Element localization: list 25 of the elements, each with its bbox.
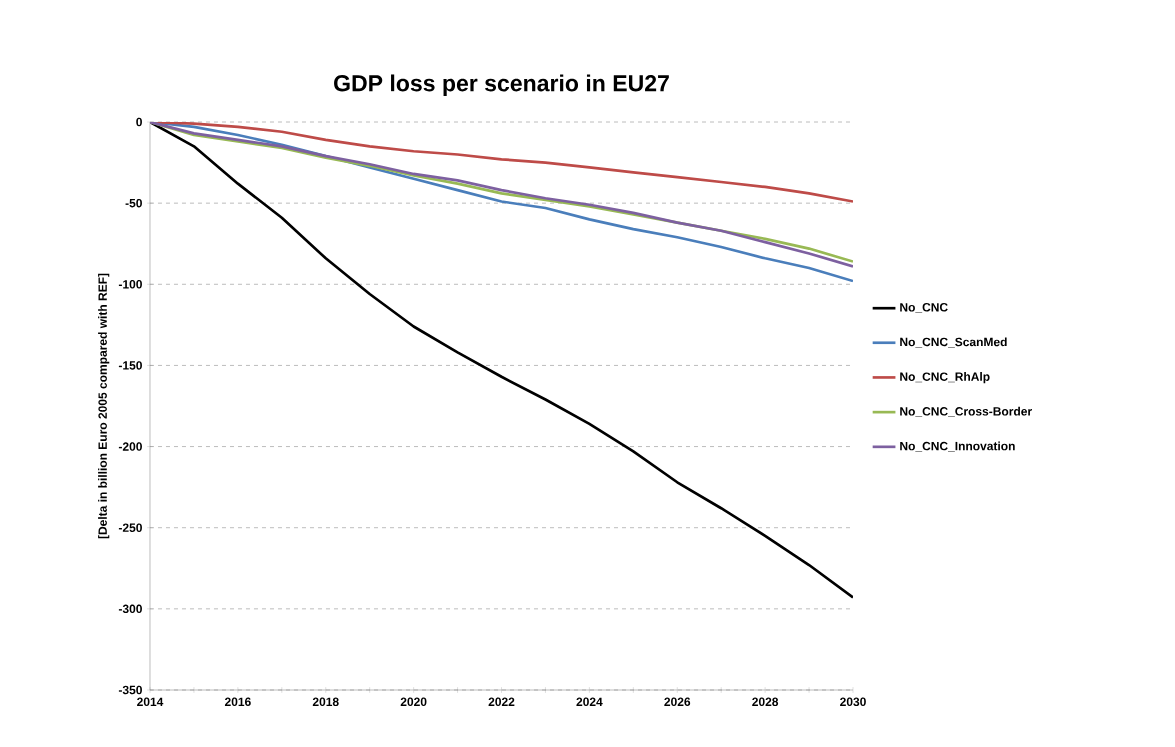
y-tick-label: -150 — [118, 361, 142, 370]
x-tick-label: 2026 — [664, 697, 691, 707]
x-tick-label: 2024 — [576, 697, 603, 707]
y-tick-label: -350 — [118, 685, 142, 695]
x-tick-label: 2018 — [312, 697, 339, 707]
y-axis-title: [Delta in billion Euro 2005 compared with REF] — [98, 273, 110, 539]
legend-label: No_CNC_Cross-Border — [900, 406, 1032, 417]
x-tick-label: 2028 — [752, 697, 779, 707]
legend-label: No_CNC_RhAlp — [900, 372, 990, 384]
y-tick-label: -250 — [118, 523, 142, 532]
y-tick-label: -200 — [118, 442, 142, 451]
x-tick-label: 2030 — [840, 697, 866, 707]
x-tick-label: 2014 — [137, 697, 164, 707]
chart-title: GDP loss per scenario in EU27 — [334, 74, 669, 96]
legend-label: No_CNC_ScanMed — [900, 337, 1007, 348]
x-tick-label: 2016 — [224, 697, 251, 707]
y-tick-label: -50 — [125, 198, 142, 208]
y-tick-label: -100 — [118, 280, 142, 289]
y-tick-label: -300 — [118, 604, 142, 614]
legend-label: No_CNC_Innovation — [900, 441, 1015, 452]
legend-label: No_CNC — [900, 303, 948, 313]
y-tick-label: 0 — [136, 117, 142, 127]
line-series — [150, 122, 853, 599]
x-tick-label: 2020 — [400, 697, 427, 707]
x-tick-label: 2022 — [488, 697, 515, 707]
